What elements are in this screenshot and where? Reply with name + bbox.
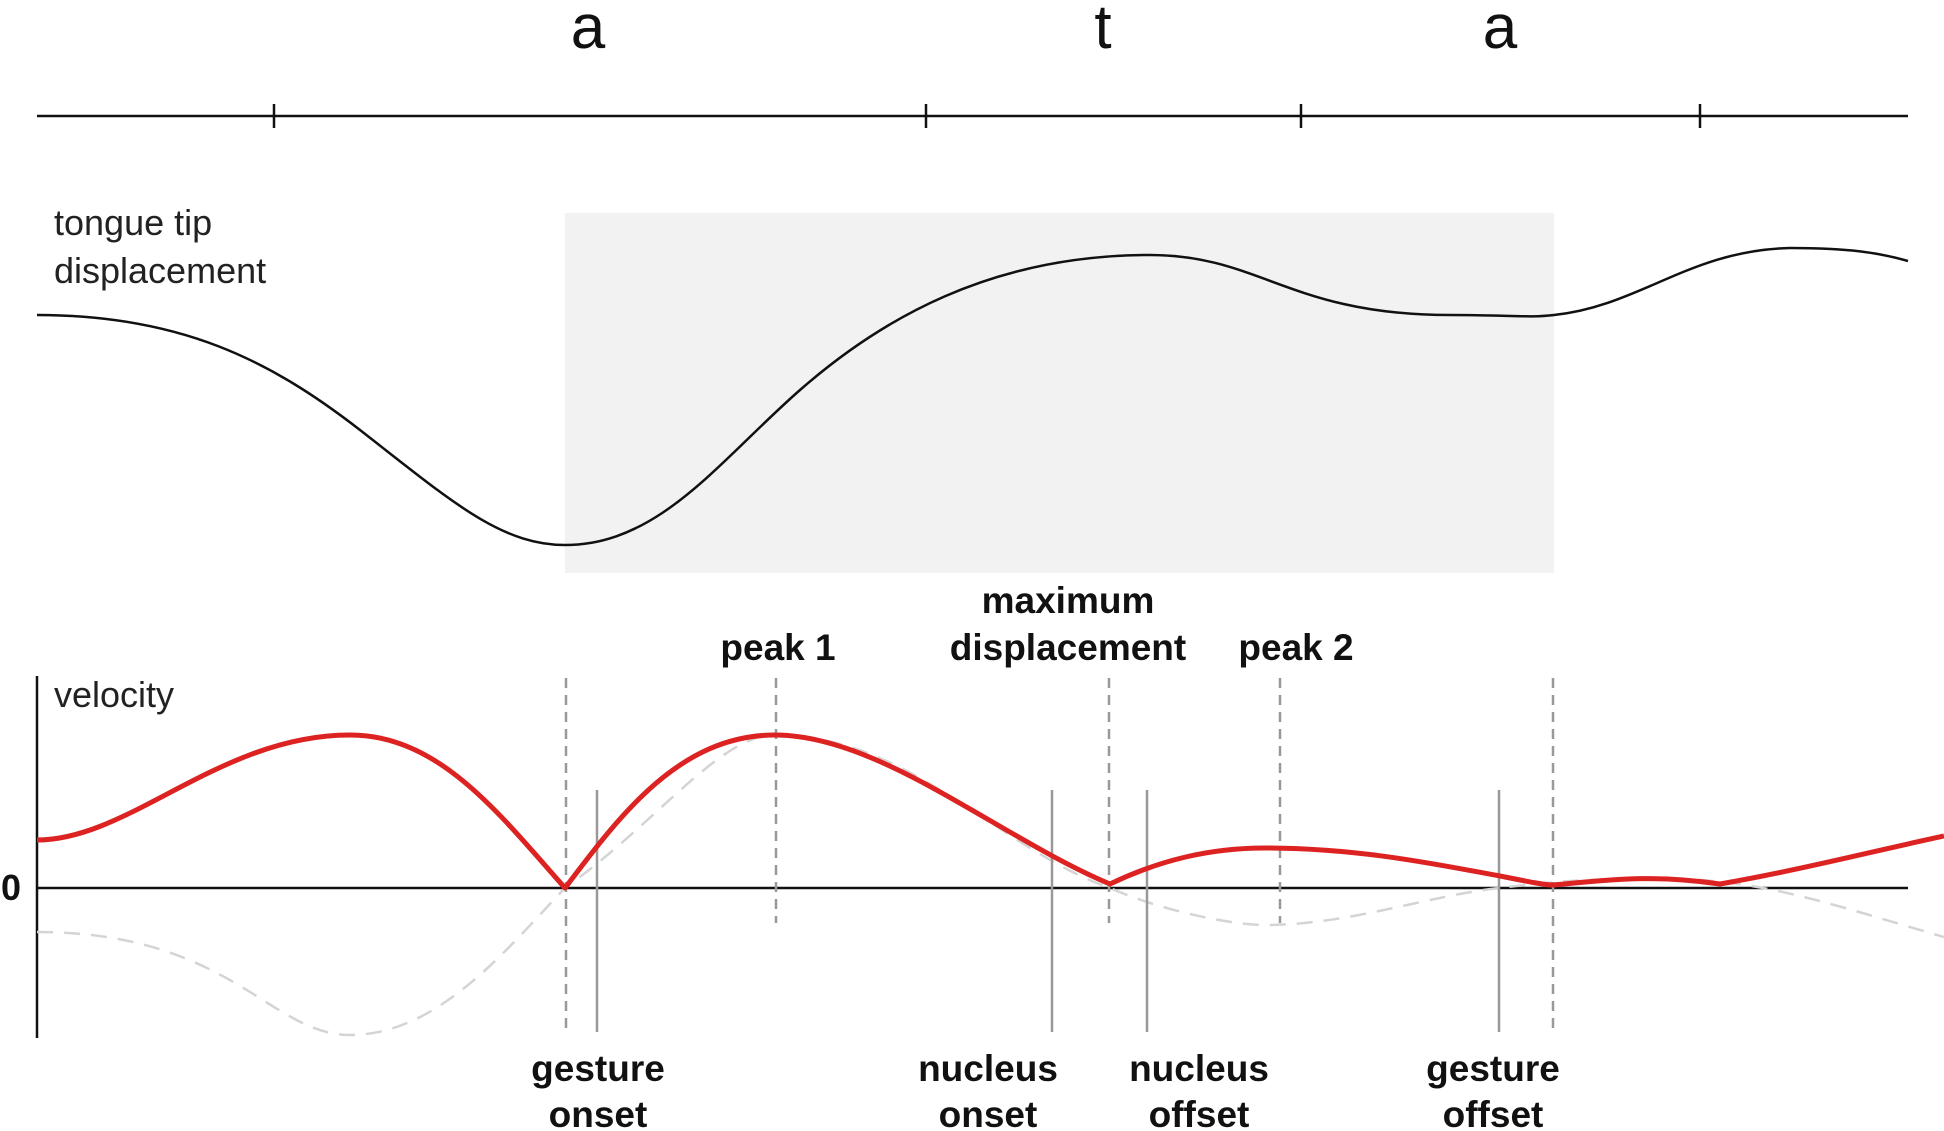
label-max-displacement-line2: displacement: [950, 627, 1186, 668]
label-peak2: peak 2: [1238, 627, 1353, 668]
velocity-label: velocity: [54, 674, 174, 715]
label-max-displacement-line1: maximum: [982, 580, 1155, 621]
segment-label-2: t: [1094, 0, 1111, 62]
dashed-landmarks: [564, 678, 1555, 1035]
zero-label: 0: [1, 867, 21, 908]
label-nucleus-onset-line2: onset: [939, 1094, 1038, 1131]
gesture-region: [565, 213, 1554, 573]
displacement-label-line1: tongue tip: [54, 202, 212, 243]
segment-label-1: a: [571, 0, 606, 62]
displacement-curve: [36, 246, 1909, 547]
segmentation-tier: [37, 104, 1908, 128]
label-nucleus-onset-line1: nucleus: [918, 1048, 1058, 1089]
label-gesture-offset-line2: offset: [1443, 1094, 1544, 1131]
velocity-curve: [36, 732, 1944, 891]
label-nucleus-offset-line1: nucleus: [1129, 1048, 1269, 1089]
label-nucleus-offset-line2: offset: [1149, 1094, 1250, 1131]
label-gesture-onset-line2: onset: [549, 1094, 648, 1131]
solid-landmarks: [595, 790, 1501, 1032]
signed-velocity-curve: [36, 733, 1944, 1037]
segment-label-3: a: [1483, 0, 1518, 62]
label-gesture-onset-line1: gesture: [531, 1048, 665, 1089]
label-gesture-offset-line1: gesture: [1426, 1048, 1560, 1089]
displacement-label-line2: displacement: [54, 250, 266, 291]
label-peak1: peak 1: [720, 627, 835, 668]
